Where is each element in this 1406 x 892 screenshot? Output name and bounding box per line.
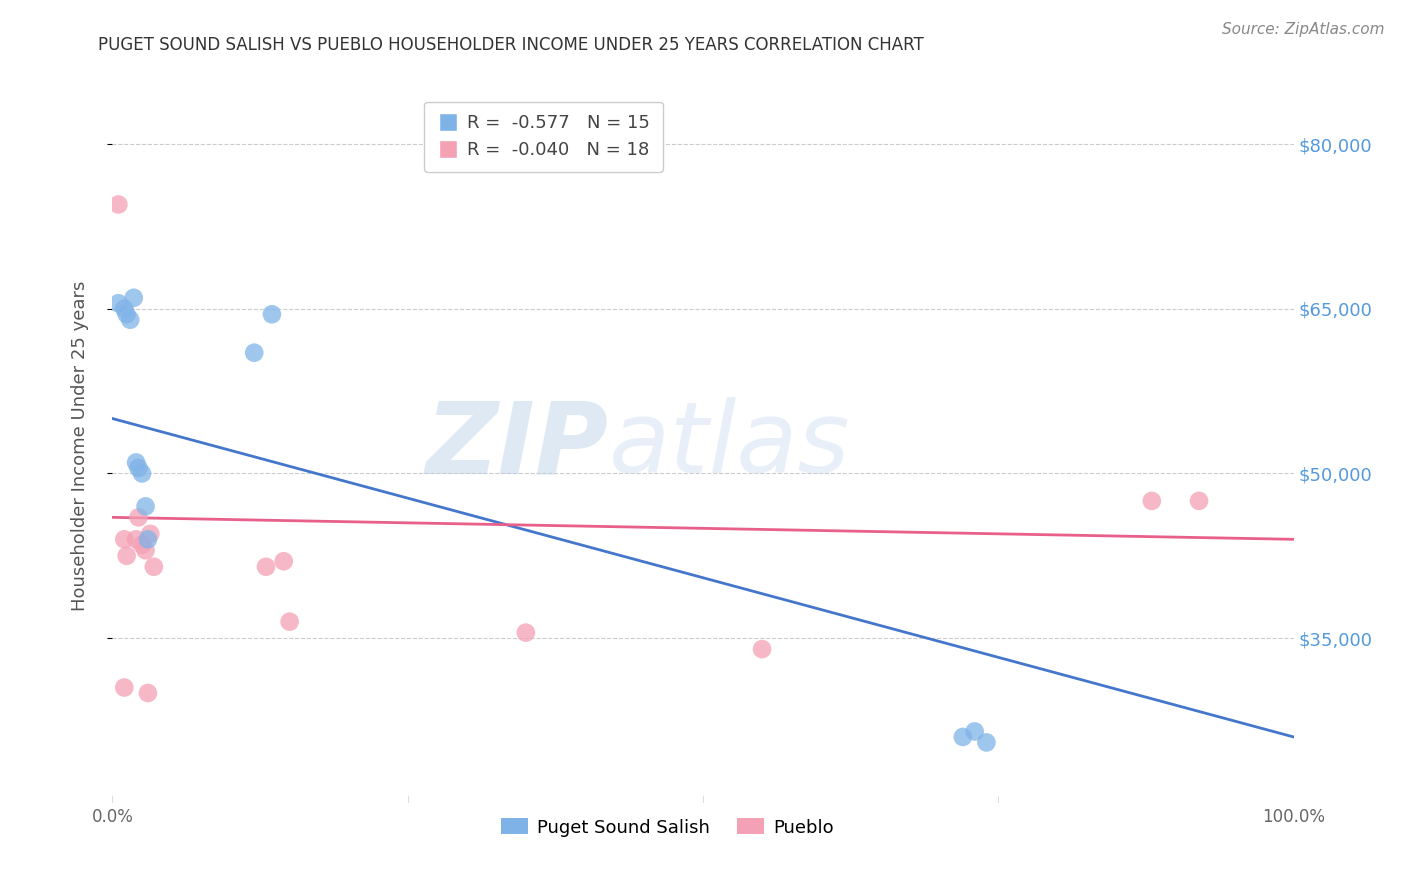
Point <box>1188 494 1211 508</box>
Text: PUGET SOUND SALISH VS PUEBLO HOUSEHOLDER INCOME UNDER 25 YEARS CORRELATION CHART: PUGET SOUND SALISH VS PUEBLO HOUSEHOLDER… <box>98 36 924 54</box>
Point <box>115 307 138 321</box>
Point <box>254 559 277 574</box>
Point <box>1140 494 1163 508</box>
Point <box>112 681 135 695</box>
Legend: Puget Sound Salish, Pueblo: Puget Sound Salish, Pueblo <box>494 811 841 844</box>
Point <box>122 291 145 305</box>
Y-axis label: Householder Income Under 25 years: Householder Income Under 25 years <box>70 281 89 611</box>
Point <box>136 533 159 547</box>
Point <box>273 554 295 568</box>
Point <box>125 455 148 469</box>
Point <box>976 735 998 749</box>
Point <box>515 625 537 640</box>
Point <box>131 467 153 481</box>
Point <box>963 724 986 739</box>
Point <box>107 197 129 211</box>
Point <box>120 312 142 326</box>
Point <box>952 730 974 744</box>
Point <box>115 549 138 563</box>
Point <box>136 686 159 700</box>
Point <box>135 543 157 558</box>
Point <box>127 510 149 524</box>
Point <box>260 307 283 321</box>
Point <box>142 559 165 574</box>
Point <box>125 533 148 547</box>
Point <box>135 500 157 514</box>
Text: atlas: atlas <box>609 398 851 494</box>
Text: Source: ZipAtlas.com: Source: ZipAtlas.com <box>1222 22 1385 37</box>
Point <box>243 345 266 359</box>
Point <box>127 461 149 475</box>
Point <box>107 296 129 310</box>
Point <box>112 301 135 316</box>
Point <box>751 642 773 657</box>
Point <box>131 538 153 552</box>
Text: ZIP: ZIP <box>426 398 609 494</box>
Point <box>278 615 301 629</box>
Point <box>112 533 135 547</box>
Point <box>139 526 162 541</box>
